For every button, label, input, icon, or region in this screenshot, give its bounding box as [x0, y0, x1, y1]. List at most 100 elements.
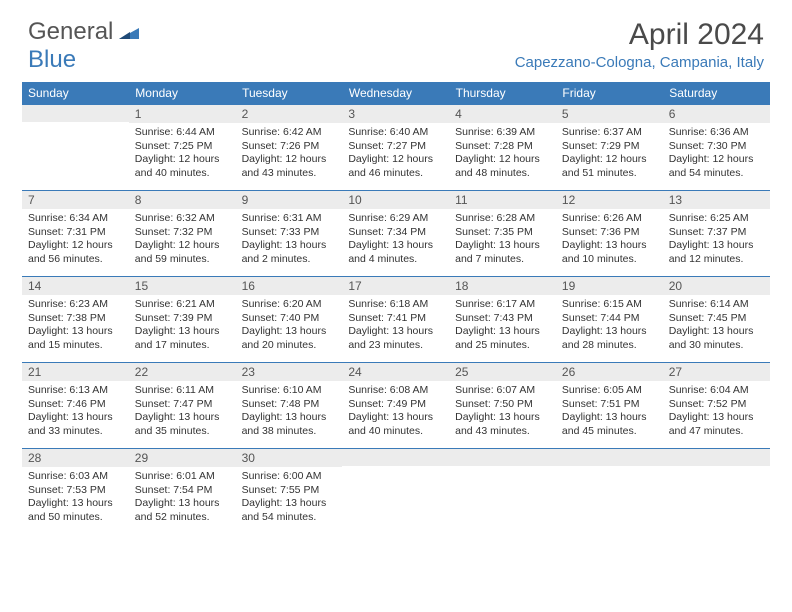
day-cell: 7Sunrise: 6:34 AMSunset: 7:31 PMDaylight…: [22, 190, 129, 276]
day-detail: Sunrise: 6:01 AMSunset: 7:54 PMDaylight:…: [129, 467, 236, 529]
day-cell: 9Sunrise: 6:31 AMSunset: 7:33 PMDaylight…: [236, 190, 343, 276]
day-detail: Sunrise: 6:17 AMSunset: 7:43 PMDaylight:…: [449, 295, 556, 357]
sunrise-text: Sunrise: 6:13 AM: [28, 384, 123, 398]
sunset-text: Sunset: 7:33 PM: [242, 226, 337, 240]
day-cell: 25Sunrise: 6:07 AMSunset: 7:50 PMDayligh…: [449, 362, 556, 448]
day-cell: 20Sunrise: 6:14 AMSunset: 7:45 PMDayligh…: [663, 276, 770, 362]
day-cell: 30Sunrise: 6:00 AMSunset: 7:55 PMDayligh…: [236, 448, 343, 534]
daylight-text: Daylight: 13 hours and 47 minutes.: [669, 411, 764, 438]
daylight-text: Daylight: 13 hours and 30 minutes.: [669, 325, 764, 352]
empty-day: [449, 448, 556, 466]
calendar-table: SundayMondayTuesdayWednesdayThursdayFrid…: [22, 82, 770, 534]
day-cell: [22, 104, 129, 190]
sunrise-text: Sunrise: 6:08 AM: [348, 384, 443, 398]
daylight-text: Daylight: 13 hours and 15 minutes.: [28, 325, 123, 352]
day-header: Sunday: [22, 82, 129, 104]
day-header-row: SundayMondayTuesdayWednesdayThursdayFrid…: [22, 82, 770, 104]
empty-day: [22, 104, 129, 122]
day-detail: Sunrise: 6:10 AMSunset: 7:48 PMDaylight:…: [236, 381, 343, 443]
sunset-text: Sunset: 7:32 PM: [135, 226, 230, 240]
sunrise-text: Sunrise: 6:40 AM: [348, 126, 443, 140]
day-detail: Sunrise: 6:13 AMSunset: 7:46 PMDaylight:…: [22, 381, 129, 443]
sunrise-text: Sunrise: 6:37 AM: [562, 126, 657, 140]
day-detail: Sunrise: 6:36 AMSunset: 7:30 PMDaylight:…: [663, 123, 770, 185]
day-detail: Sunrise: 6:34 AMSunset: 7:31 PMDaylight:…: [22, 209, 129, 271]
day-cell: 4Sunrise: 6:39 AMSunset: 7:28 PMDaylight…: [449, 104, 556, 190]
day-cell: 19Sunrise: 6:15 AMSunset: 7:44 PMDayligh…: [556, 276, 663, 362]
day-cell: 15Sunrise: 6:21 AMSunset: 7:39 PMDayligh…: [129, 276, 236, 362]
day-cell: 14Sunrise: 6:23 AMSunset: 7:38 PMDayligh…: [22, 276, 129, 362]
sunrise-text: Sunrise: 6:36 AM: [669, 126, 764, 140]
empty-day: [342, 448, 449, 466]
daylight-text: Daylight: 12 hours and 54 minutes.: [669, 153, 764, 180]
day-number: 25: [449, 362, 556, 381]
day-number: 13: [663, 190, 770, 209]
day-number: 5: [556, 104, 663, 123]
daylight-text: Daylight: 13 hours and 17 minutes.: [135, 325, 230, 352]
day-number: 11: [449, 190, 556, 209]
sunset-text: Sunset: 7:35 PM: [455, 226, 550, 240]
day-number: 27: [663, 362, 770, 381]
day-number: 29: [129, 448, 236, 467]
day-number: 4: [449, 104, 556, 123]
sunset-text: Sunset: 7:53 PM: [28, 484, 123, 498]
sunrise-text: Sunrise: 6:03 AM: [28, 470, 123, 484]
logo: GeneralBlue: [28, 18, 139, 74]
day-detail: Sunrise: 6:31 AMSunset: 7:33 PMDaylight:…: [236, 209, 343, 271]
sunrise-text: Sunrise: 6:39 AM: [455, 126, 550, 140]
day-detail: Sunrise: 6:23 AMSunset: 7:38 PMDaylight:…: [22, 295, 129, 357]
day-number: 28: [22, 448, 129, 467]
sunset-text: Sunset: 7:47 PM: [135, 398, 230, 412]
sunset-text: Sunset: 7:28 PM: [455, 140, 550, 154]
day-detail: Sunrise: 6:20 AMSunset: 7:40 PMDaylight:…: [236, 295, 343, 357]
day-number: 6: [663, 104, 770, 123]
day-header: Saturday: [663, 82, 770, 104]
day-number: 3: [342, 104, 449, 123]
sunset-text: Sunset: 7:31 PM: [28, 226, 123, 240]
day-number: 12: [556, 190, 663, 209]
day-number: 9: [236, 190, 343, 209]
day-detail: Sunrise: 6:08 AMSunset: 7:49 PMDaylight:…: [342, 381, 449, 443]
day-number: 8: [129, 190, 236, 209]
day-detail: Sunrise: 6:25 AMSunset: 7:37 PMDaylight:…: [663, 209, 770, 271]
day-number: 7: [22, 190, 129, 209]
sunrise-text: Sunrise: 6:11 AM: [135, 384, 230, 398]
sunrise-text: Sunrise: 6:21 AM: [135, 298, 230, 312]
sunset-text: Sunset: 7:38 PM: [28, 312, 123, 326]
day-cell: 13Sunrise: 6:25 AMSunset: 7:37 PMDayligh…: [663, 190, 770, 276]
day-detail: Sunrise: 6:03 AMSunset: 7:53 PMDaylight:…: [22, 467, 129, 529]
sunset-text: Sunset: 7:27 PM: [348, 140, 443, 154]
day-cell: 17Sunrise: 6:18 AMSunset: 7:41 PMDayligh…: [342, 276, 449, 362]
location: Capezzano-Cologna, Campania, Italy: [515, 54, 764, 71]
daylight-text: Daylight: 13 hours and 54 minutes.: [242, 497, 337, 524]
sunset-text: Sunset: 7:55 PM: [242, 484, 337, 498]
daylight-text: Daylight: 12 hours and 51 minutes.: [562, 153, 657, 180]
daylight-text: Daylight: 12 hours and 46 minutes.: [348, 153, 443, 180]
sunrise-text: Sunrise: 6:00 AM: [242, 470, 337, 484]
day-detail: Sunrise: 6:18 AMSunset: 7:41 PMDaylight:…: [342, 295, 449, 357]
logo-word1: General: [28, 18, 113, 45]
sunrise-text: Sunrise: 6:20 AM: [242, 298, 337, 312]
sunset-text: Sunset: 7:51 PM: [562, 398, 657, 412]
sunset-text: Sunset: 7:25 PM: [135, 140, 230, 154]
day-number: 26: [556, 362, 663, 381]
month-title: April 2024: [515, 18, 764, 52]
day-cell: 11Sunrise: 6:28 AMSunset: 7:35 PMDayligh…: [449, 190, 556, 276]
sunset-text: Sunset: 7:40 PM: [242, 312, 337, 326]
day-detail: Sunrise: 6:05 AMSunset: 7:51 PMDaylight:…: [556, 381, 663, 443]
logo-word2: Blue: [28, 46, 76, 73]
day-number: 19: [556, 276, 663, 295]
day-header: Friday: [556, 82, 663, 104]
daylight-text: Daylight: 13 hours and 7 minutes.: [455, 239, 550, 266]
day-cell: 1Sunrise: 6:44 AMSunset: 7:25 PMDaylight…: [129, 104, 236, 190]
day-number: 16: [236, 276, 343, 295]
sunrise-text: Sunrise: 6:31 AM: [242, 212, 337, 226]
day-detail: Sunrise: 6:39 AMSunset: 7:28 PMDaylight:…: [449, 123, 556, 185]
week-row: 28Sunrise: 6:03 AMSunset: 7:53 PMDayligh…: [22, 448, 770, 534]
daylight-text: Daylight: 12 hours and 48 minutes.: [455, 153, 550, 180]
day-detail: Sunrise: 6:40 AMSunset: 7:27 PMDaylight:…: [342, 123, 449, 185]
day-number: 18: [449, 276, 556, 295]
daylight-text: Daylight: 13 hours and 23 minutes.: [348, 325, 443, 352]
day-header: Thursday: [449, 82, 556, 104]
week-row: 21Sunrise: 6:13 AMSunset: 7:46 PMDayligh…: [22, 362, 770, 448]
